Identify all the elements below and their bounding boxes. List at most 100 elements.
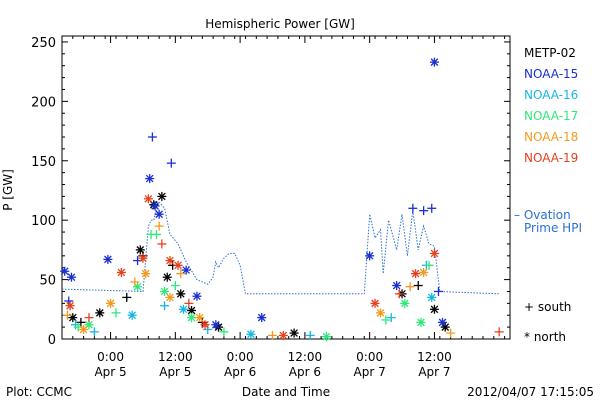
marker-stroke (163, 273, 172, 282)
marker-stroke (79, 325, 88, 334)
north-star-marker (165, 292, 175, 302)
marker-stroke (211, 320, 220, 329)
marker-stroke (187, 313, 196, 322)
south-plus-marker (122, 292, 132, 302)
marker-stroke (322, 332, 331, 341)
north-star-marker (181, 265, 191, 275)
north-star-marker (135, 245, 145, 255)
north-star-marker (60, 266, 70, 276)
north-star-marker (165, 256, 175, 266)
north-star-marker (392, 281, 402, 291)
north-star-marker (427, 292, 437, 302)
north-star-marker (438, 317, 448, 327)
marker-stroke (438, 318, 447, 327)
y-tick-label: 50 (39, 274, 56, 289)
south-plus-marker (405, 282, 415, 292)
marker-stroke (376, 309, 385, 317)
marker-stroke (139, 254, 147, 263)
north-star-marker (416, 317, 426, 327)
north-star-marker (365, 251, 375, 261)
marker-stroke (174, 261, 182, 270)
north-star-marker (187, 313, 197, 323)
marker-stroke (371, 299, 379, 308)
marker-stroke (176, 290, 185, 298)
north-star-marker (429, 57, 439, 67)
south-plus-marker (394, 289, 404, 299)
x-tick-time-label: 0:00 (356, 350, 383, 364)
south-plus-marker (408, 203, 418, 213)
x-tick-time-label: 0:00 (97, 350, 124, 364)
marker-legend-entry: + south (524, 300, 571, 314)
marker-stroke (145, 174, 154, 183)
marker-stroke (106, 299, 115, 308)
north-star-marker (160, 286, 170, 296)
north-star-marker (141, 269, 151, 279)
x-tick-date-label: Apr 7 (354, 365, 386, 379)
marker-stroke (279, 331, 288, 340)
marker-stroke (257, 313, 266, 322)
south-plus-marker (84, 313, 94, 323)
x-tick-date-label: Apr 5 (94, 365, 126, 379)
marker-stroke (179, 305, 188, 314)
south-plus-marker (427, 203, 437, 213)
south-plus-marker (413, 281, 423, 291)
north-star-marker (116, 267, 126, 277)
south-plus-marker (89, 327, 99, 337)
south-plus-marker (62, 310, 72, 320)
north-star-marker (429, 304, 439, 314)
marker-stroke (441, 323, 450, 331)
north-star-marker (246, 329, 256, 339)
north-star-marker (173, 260, 183, 270)
marker-stroke (417, 318, 425, 327)
ovation-legend-line1: – Ovation (514, 208, 571, 222)
south-plus-marker (386, 313, 396, 323)
north-star-marker (289, 328, 299, 338)
north-star-marker (411, 269, 421, 279)
north-star-marker (95, 308, 105, 318)
marker-stroke (128, 311, 137, 320)
south-plus-marker (219, 327, 229, 337)
south-plus-marker (176, 269, 186, 279)
north-star-marker (429, 248, 439, 258)
south-plus-marker (151, 229, 161, 239)
marker-stroke (144, 194, 153, 203)
footer-plot-credit: Plot: CCMC (6, 385, 72, 399)
north-star-marker (157, 191, 167, 201)
marker-stroke (67, 273, 76, 282)
marker-stroke (166, 256, 174, 265)
y-tick-label: 150 (31, 155, 56, 170)
x-tick-date-label: Apr 7 (418, 365, 450, 379)
marker-stroke (158, 192, 166, 201)
marker-stroke (201, 320, 209, 329)
ovation-line (61, 201, 500, 295)
marker-stroke (400, 299, 409, 308)
north-star-marker (150, 201, 160, 211)
marker-stroke (182, 266, 190, 274)
south-plus-marker (494, 327, 504, 337)
marker-stroke (365, 251, 374, 260)
marker-stroke (155, 210, 163, 219)
north-star-marker (138, 253, 148, 263)
south-plus-marker (157, 239, 167, 249)
satellite-points (60, 57, 504, 342)
marker-stroke (411, 269, 420, 278)
north-star-marker (257, 313, 267, 323)
north-star-marker (66, 272, 76, 282)
south-plus-marker (203, 324, 213, 334)
legend-entry: NOAA-18 (524, 130, 578, 144)
marker-stroke (133, 282, 142, 291)
marker-stroke (66, 301, 74, 310)
legend-entry: NOAA-19 (524, 151, 578, 165)
marker-stroke (290, 329, 298, 337)
y-tick-label: 200 (31, 95, 56, 110)
marker-stroke (430, 58, 439, 66)
marker-stroke (68, 313, 77, 322)
marker-stroke (160, 287, 169, 296)
north-star-marker (211, 320, 221, 330)
north-star-marker (106, 298, 116, 308)
legend-entry: METP-02 (524, 46, 576, 60)
north-star-marker (440, 322, 450, 332)
north-star-marker (127, 310, 137, 320)
south-plus-marker (419, 206, 429, 216)
